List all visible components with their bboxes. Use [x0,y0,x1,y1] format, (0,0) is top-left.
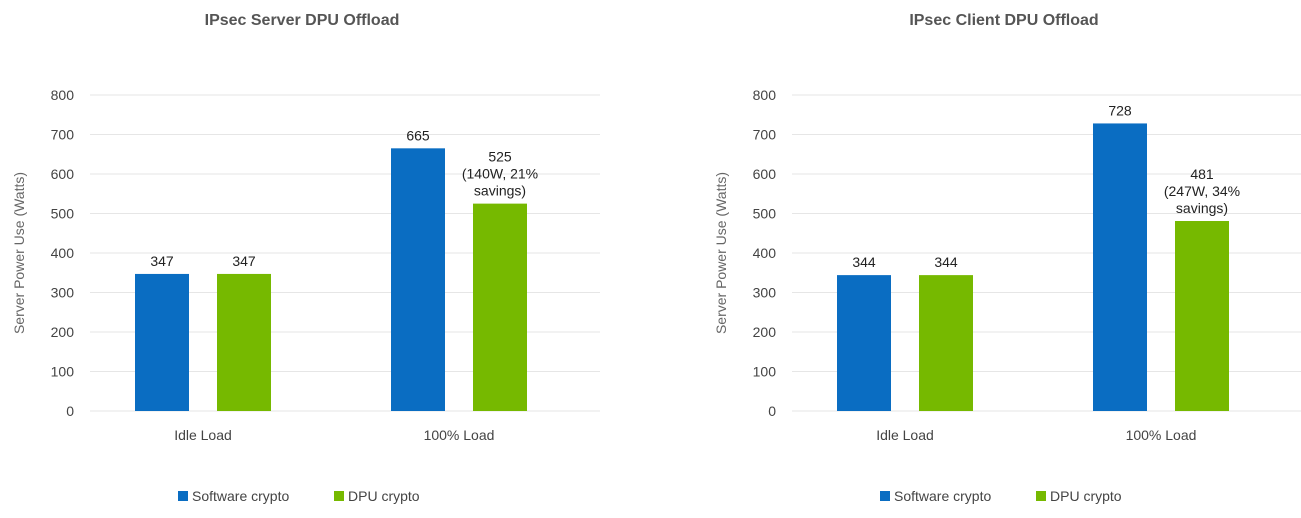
chart-title: IPsec Server DPU Offload [205,12,400,29]
y-tick-label: 0 [66,403,74,419]
data-label: 344 [934,254,958,270]
legend-swatch [1036,491,1046,501]
bar [217,273,271,411]
data-label: 728 [1108,102,1132,118]
data-label: 344 [852,254,876,270]
category-label: Idle Load [876,427,934,443]
bar [1093,123,1147,411]
data-label: 525 [488,149,512,165]
y-tick-label: 600 [51,166,75,182]
data-label: 481 [1190,166,1214,182]
y-tick-label: 500 [51,206,75,222]
chart-2: IPsec Client DPU Offload 0 100 200 300 400 500… [713,12,1301,504]
bar [135,273,189,411]
y-tick-label: 700 [51,127,75,143]
legend-label: DPU crypto [348,488,420,504]
bar [391,148,445,411]
y-tick-label: 500 [753,206,777,222]
legend-swatch [334,491,344,501]
bar [473,203,527,411]
y-tick-label: 400 [753,245,777,261]
y-tick-label: 200 [753,324,777,340]
legend-label: Software crypto [192,488,289,504]
data-label: 665 [406,127,430,143]
y-tick-label: 300 [51,285,75,301]
y-tick-label: 800 [753,87,777,103]
bar [837,275,891,411]
y-tick-label: 200 [51,324,75,340]
data-label: savings) [1176,200,1228,216]
legend-swatch [880,491,890,501]
y-tick-label: 100 [753,364,777,380]
data-label: savings) [474,183,526,199]
data-label: (140W, 21% [462,166,538,182]
category-label: Idle Load [174,427,232,443]
y-tick-label: 600 [753,166,777,182]
y-tick-label: 400 [51,245,75,261]
y-axis-label: Server Power Use (Watts) [713,172,729,334]
data-label: 347 [232,253,256,269]
category-label: 100% Load [424,427,495,443]
legend-label: Software crypto [894,488,991,504]
y-axis-label: Server Power Use (Watts) [11,172,27,334]
y-tick-label: 100 [51,364,75,380]
data-label: (247W, 34% [1164,183,1240,199]
bar [919,275,973,411]
y-tick-label: 0 [768,403,776,419]
category-label: 100% Load [1126,427,1197,443]
chart-title: IPsec Client DPU Offload [909,12,1098,29]
y-tick-label: 700 [753,127,777,143]
data-label: 347 [150,253,174,269]
chart-1: IPsec Server DPU Offload 0 100 200 300 400 500… [11,12,600,504]
legend-swatch [178,491,188,501]
y-tick-label: 300 [753,285,777,301]
bar [1175,221,1229,411]
y-tick-label: 800 [51,87,75,103]
legend-label: DPU crypto [1050,488,1122,504]
